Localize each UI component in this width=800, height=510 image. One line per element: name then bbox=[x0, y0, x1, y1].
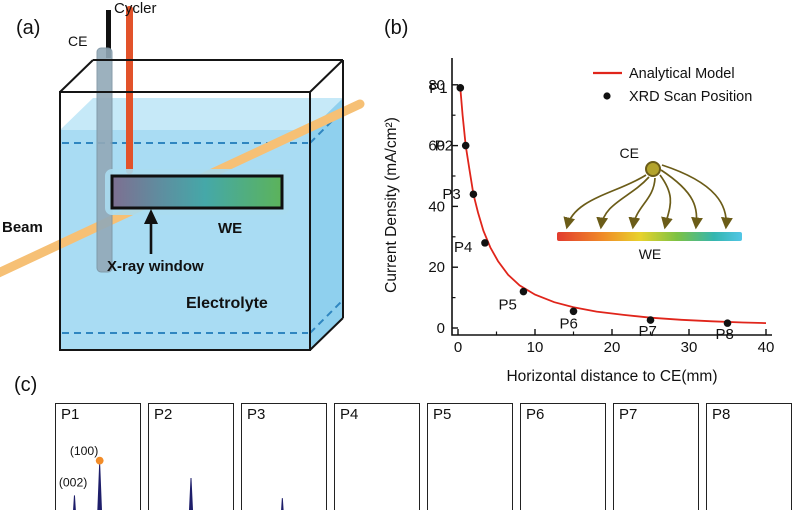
we-label: WE bbox=[218, 220, 242, 237]
xrd-point-label: P8 bbox=[716, 326, 734, 343]
peak-label: (100) bbox=[70, 444, 98, 458]
xrd-point bbox=[469, 190, 478, 199]
xrd-peak bbox=[97, 463, 102, 510]
counter-electrode-rod bbox=[96, 47, 113, 273]
xrd-point bbox=[481, 239, 489, 247]
chart-plot-area: P1 P2 P3 P4 P5 P6 P7 P8 bbox=[429, 80, 767, 343]
xrd-point-label: P3 bbox=[442, 186, 460, 203]
xrd-panel-label: P5 bbox=[433, 406, 452, 423]
xrd-panel-label: P2 bbox=[154, 406, 173, 423]
y-tick-label: 40 bbox=[428, 198, 445, 215]
xrd-pattern-panel: P2 bbox=[148, 403, 234, 510]
chart-legend: Analytical Model XRD Scan Position bbox=[593, 66, 752, 105]
chart-axes: 0 10 20 30 40 0 20 40 60 80 bbox=[428, 58, 774, 356]
xrd-point-label: P1 bbox=[429, 80, 447, 97]
legend-dot-sample bbox=[603, 92, 611, 100]
xrd-pattern-panel: P8 bbox=[706, 403, 792, 510]
xrd-panel-label: P7 bbox=[619, 406, 638, 423]
panel-a-schematic: (a) Cycler CE Beam WE X-ray window Elect… bbox=[0, 0, 365, 351]
xrd-pattern-plot bbox=[521, 404, 605, 510]
legend-model-label: Analytical Model bbox=[629, 66, 735, 82]
cycler-wire-black bbox=[106, 10, 111, 58]
xrd-panel-row: P1 (100) (002) P2 P3 P4 P5 P6 P7 P8 bbox=[55, 403, 792, 510]
xrd-pattern-plot bbox=[614, 404, 698, 510]
y-tick-label: 20 bbox=[428, 259, 445, 276]
y-axis-title: Current Density (mA/cm²) bbox=[383, 117, 400, 293]
xrd-point-label: P2 bbox=[435, 138, 453, 155]
y-tick-label: 80 bbox=[428, 77, 445, 94]
xrd-pattern-plot bbox=[188, 477, 194, 510]
inset-ce-electrode bbox=[645, 161, 661, 177]
x-axis-title: Horizontal distance to CE(mm) bbox=[506, 368, 717, 385]
xrd-pattern-panel: P5 bbox=[427, 403, 513, 510]
legend-scan-label: XRD Scan Position bbox=[629, 89, 752, 105]
beam-label: Beam bbox=[2, 219, 43, 236]
xrd-point-label: P7 bbox=[639, 323, 657, 340]
xray-window-arrow-head bbox=[144, 209, 158, 224]
panel-a-label: (a) bbox=[16, 17, 40, 39]
xrd-pattern-plot bbox=[428, 404, 512, 510]
y-tick-label: 0 bbox=[437, 320, 445, 337]
electrolyte-side-fill bbox=[310, 98, 343, 350]
inset-ce-label: CE bbox=[620, 145, 639, 161]
xrd-point bbox=[569, 307, 578, 316]
x-tick-label: 40 bbox=[758, 339, 775, 356]
xrd-point bbox=[456, 84, 465, 92]
inset-field-lines bbox=[563, 164, 733, 230]
x-tick-label: 10 bbox=[527, 339, 544, 356]
xrd-pattern-panel: P4 bbox=[334, 403, 420, 510]
xrd-panel-label: P4 bbox=[340, 406, 359, 423]
xrd-peak bbox=[281, 498, 284, 510]
xrd-point bbox=[723, 319, 732, 327]
xrd-pattern-plot bbox=[335, 404, 419, 510]
inset-we-label: WE bbox=[639, 246, 662, 262]
panel-b-label: (b) bbox=[384, 17, 408, 39]
xrd-pattern-plot bbox=[281, 498, 284, 510]
working-electrode bbox=[110, 174, 284, 210]
xrd-panel-label: P8 bbox=[712, 406, 731, 423]
xrd-peak bbox=[188, 477, 194, 510]
xrd-point-label: P6 bbox=[560, 315, 578, 332]
cycler-label: Cycler bbox=[114, 0, 157, 17]
inset-we-bar bbox=[557, 232, 742, 241]
y-tick-label: 60 bbox=[428, 138, 445, 155]
xrd-point-label: P5 bbox=[498, 297, 516, 314]
axis-frame bbox=[451, 58, 772, 336]
we-glow bbox=[105, 169, 289, 215]
xrd-panel-label: P6 bbox=[526, 406, 545, 423]
xrd-pattern-panel: P1 (100) (002) bbox=[55, 403, 141, 510]
xrd-panel-label: P3 bbox=[247, 406, 266, 423]
x-tick-label: 0 bbox=[454, 339, 462, 356]
peak-label: (002) bbox=[59, 476, 87, 490]
x-tick-label: 20 bbox=[604, 339, 621, 356]
electrolyte-label: Electrolyte bbox=[186, 295, 268, 312]
xrd-point bbox=[646, 316, 655, 324]
xrd-panel-label: P1 bbox=[61, 406, 80, 423]
xrd-point-label: P4 bbox=[454, 239, 472, 256]
cycler-wire-red bbox=[126, 6, 133, 174]
xrd-pattern-plot: (100) (002) bbox=[59, 444, 104, 510]
model-curve bbox=[459, 87, 767, 324]
peak-marker bbox=[95, 456, 104, 465]
xrd-point bbox=[519, 287, 528, 296]
xrd-pattern-panel: P6 bbox=[520, 403, 606, 510]
xrd-pattern-panel: P7 bbox=[613, 403, 699, 510]
xray-window-label: X-ray window bbox=[107, 258, 204, 275]
ce-label: CE bbox=[68, 33, 87, 49]
xrd-point bbox=[461, 141, 470, 150]
x-tick-label: 30 bbox=[681, 339, 698, 356]
xrd-pattern-panel: P3 bbox=[241, 403, 327, 510]
xrd-peak bbox=[73, 495, 76, 510]
cell-box-edges bbox=[59, 59, 344, 351]
xrd-pattern-plot bbox=[707, 404, 791, 510]
panel-c-label: (c) bbox=[14, 374, 38, 396]
